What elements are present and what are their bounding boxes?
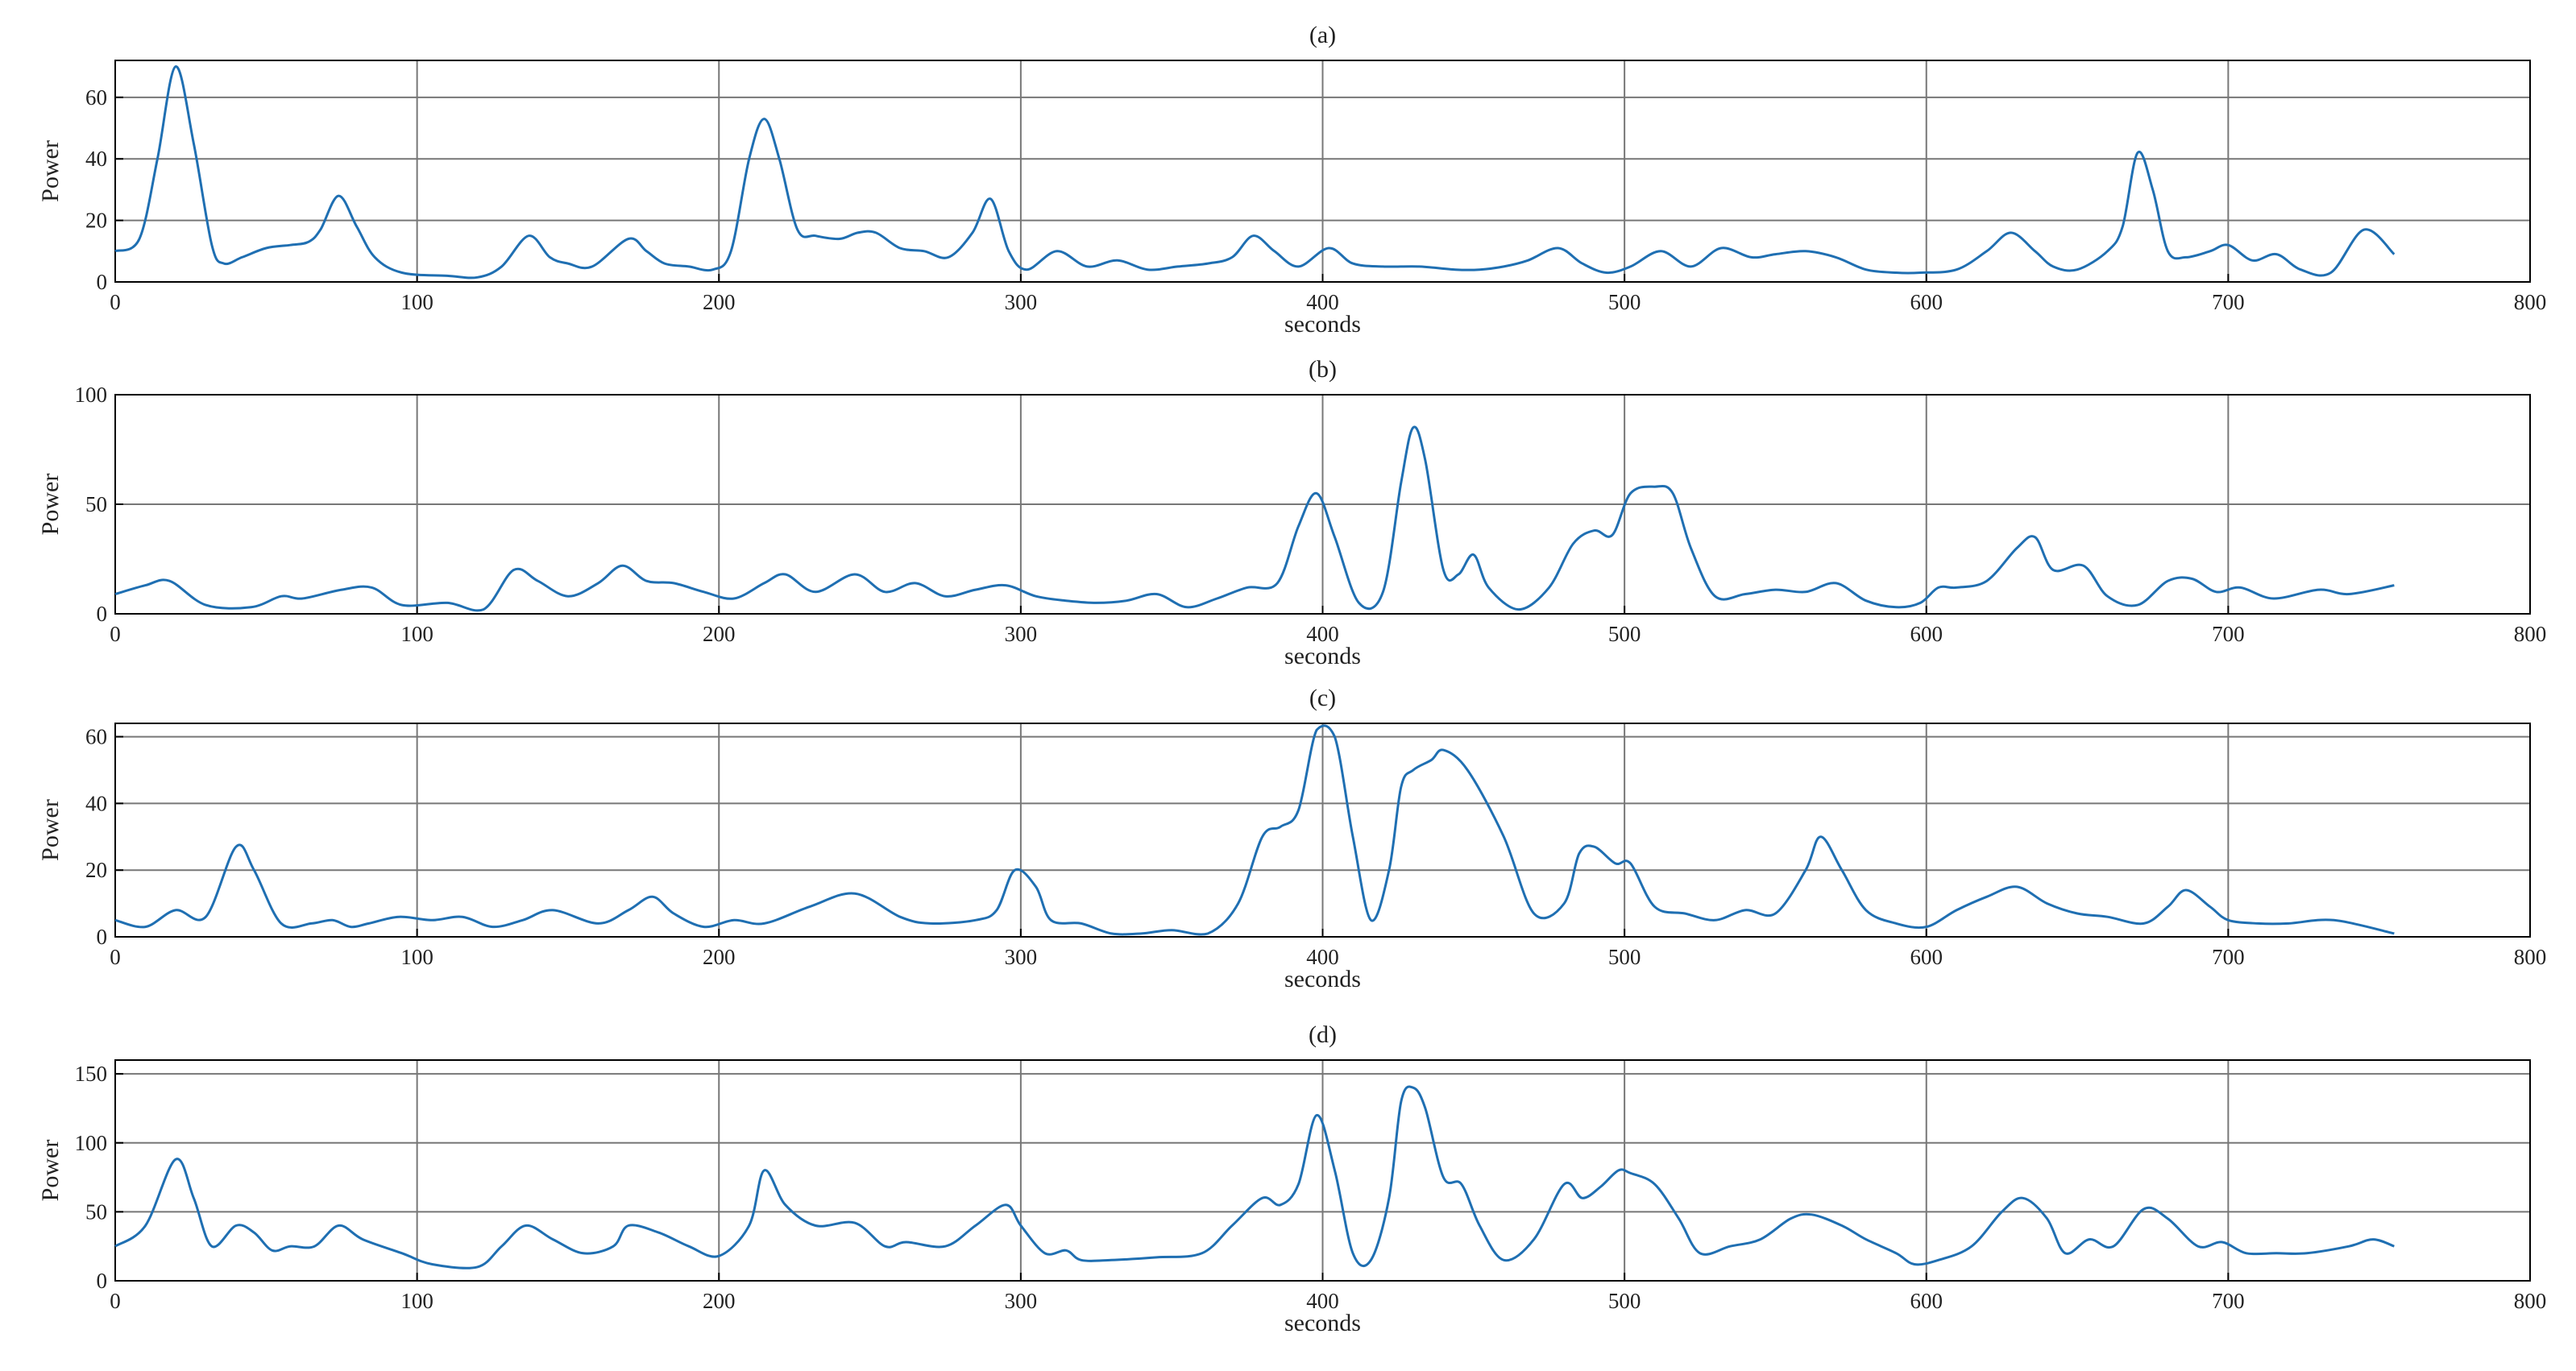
y-tick-label: 0 [97, 1269, 108, 1293]
y-tick-label: 50 [85, 1199, 107, 1224]
x-tick-label: 0 [110, 1289, 121, 1313]
x-tick-label: 300 [1005, 1289, 1038, 1313]
x-tick-label: 600 [1910, 1289, 1943, 1313]
y-tick-label: 60 [85, 725, 107, 749]
x-tick-label: 0 [110, 290, 121, 314]
x-axis-label: seconds [1284, 966, 1361, 992]
y-tick-label: 40 [85, 147, 107, 171]
y-tick-label: 40 [85, 791, 107, 815]
x-tick-label: 0 [110, 945, 121, 969]
panel-title: (d) [1309, 1021, 1337, 1048]
power-series-line [114, 425, 2395, 612]
x-tick-label: 100 [400, 945, 433, 969]
x-tick-label: 200 [703, 1289, 736, 1313]
y-tick-label: 0 [97, 602, 108, 626]
x-tick-label: 600 [1910, 945, 1943, 969]
x-axis-label: seconds [1284, 643, 1361, 669]
x-tick-label: 500 [1608, 290, 1641, 314]
panel-c: 0 100 200 300 400 500 600 700 800 0 20 40 60 (c) secon… [37, 685, 2546, 992]
x-tick-label: 200 [703, 945, 736, 969]
x-axis-label: seconds [1284, 1310, 1361, 1336]
x-tick-label: 400 [1306, 290, 1339, 314]
y-axis-label: Power [37, 140, 64, 202]
x-tick-label: 800 [2514, 290, 2547, 314]
x-tick-label: 200 [703, 622, 736, 646]
x-tick-label: 200 [703, 290, 736, 314]
panel-title: (a) [1309, 22, 1336, 48]
y-axis-label: Power [37, 799, 64, 861]
y-tick-label: 0 [97, 270, 108, 294]
power-series-line [114, 65, 2396, 280]
y-tick-label: 150 [75, 1062, 108, 1086]
x-tick-label: 600 [1910, 290, 1943, 314]
panel-title: (c) [1309, 685, 1336, 711]
y-tick-label: 20 [85, 858, 107, 882]
panel-d: 0 100 200 300 400 500 600 700 800 0 50 100 150 (d) sec… [37, 1021, 2546, 1336]
y-tick-label: 50 [85, 492, 107, 516]
x-tick-label: 100 [400, 622, 433, 646]
x-axis-label: seconds [1284, 311, 1361, 338]
x-tick-label: 400 [1306, 622, 1339, 646]
y-axis-label: Power [37, 474, 64, 536]
x-tick-label: 800 [2514, 622, 2547, 646]
x-tick-label: 400 [1306, 945, 1339, 969]
x-tick-label: 700 [2212, 622, 2245, 646]
x-tick-label: 100 [400, 290, 433, 314]
y-tick-label: 60 [85, 85, 107, 110]
panel-b: 0 100 200 300 400 500 600 700 800 0 50 100 (b) second… [37, 356, 2546, 669]
y-tick-label: 100 [75, 383, 108, 407]
x-tick-label: 700 [2212, 945, 2245, 969]
panel-title: (b) [1309, 356, 1337, 383]
x-tick-label: 500 [1608, 622, 1641, 646]
x-tick-label: 300 [1005, 622, 1038, 646]
y-axis-label: Power [37, 1140, 64, 1202]
y-tick-label: 0 [97, 925, 108, 949]
y-tick-label: 100 [75, 1131, 108, 1155]
x-tick-label: 800 [2514, 945, 2547, 969]
x-tick-label: 500 [1608, 1289, 1641, 1313]
x-tick-label: 500 [1608, 945, 1641, 969]
x-tick-label: 0 [110, 622, 121, 646]
power-series-line [114, 1085, 2395, 1270]
y-tick-label: 20 [85, 209, 107, 233]
x-tick-label: 700 [2212, 1289, 2245, 1313]
panel-a: 0 100 200 300 400 500 600 700 800 0 20 40 60 (a) secon… [37, 22, 2546, 338]
x-tick-label: 300 [1005, 290, 1038, 314]
x-tick-label: 300 [1005, 945, 1038, 969]
x-tick-label: 600 [1910, 622, 1943, 646]
x-tick-label: 400 [1306, 1289, 1339, 1313]
x-tick-label: 100 [400, 1289, 433, 1313]
x-tick-label: 700 [2212, 290, 2245, 314]
x-tick-label: 800 [2514, 1289, 2547, 1313]
power-series-line [114, 724, 2395, 936]
